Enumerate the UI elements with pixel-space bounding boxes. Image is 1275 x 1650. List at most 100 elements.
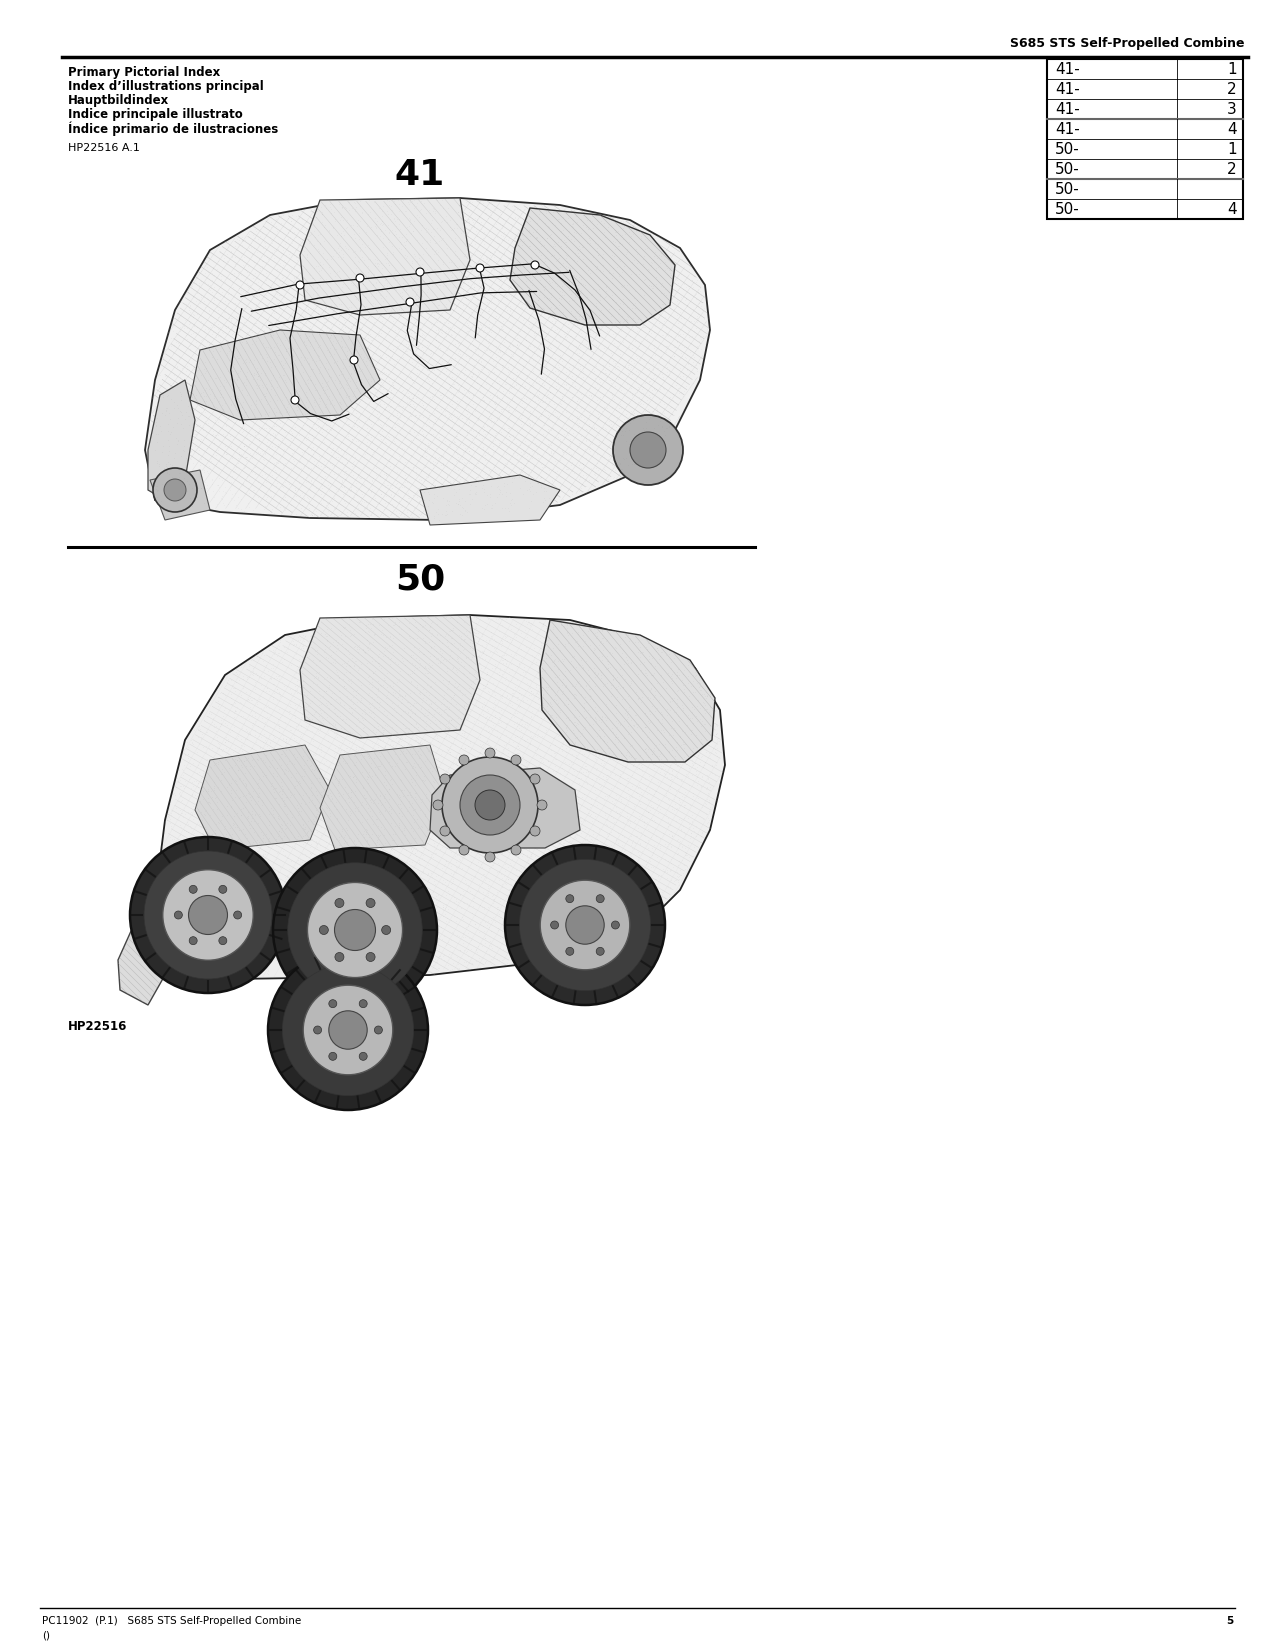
Point [344, 762, 365, 789]
Point [654, 761, 674, 787]
Point [224, 688, 245, 714]
Point [430, 828, 450, 855]
Point [422, 652, 442, 678]
Point [546, 663, 566, 690]
Point [176, 290, 196, 317]
Point [164, 939, 185, 965]
Point [501, 667, 521, 693]
Point [291, 686, 311, 713]
Point [613, 868, 634, 894]
Point [241, 807, 261, 833]
Point [500, 422, 520, 449]
Point [198, 746, 218, 772]
Point [265, 412, 286, 439]
Point [305, 502, 325, 528]
Point [459, 437, 479, 464]
Point [465, 808, 486, 835]
Point [413, 640, 434, 667]
Point [408, 931, 428, 957]
Point [676, 853, 696, 879]
Point [297, 746, 317, 772]
Point [542, 474, 562, 500]
Point [572, 201, 593, 228]
Point [320, 284, 340, 310]
Point [237, 924, 258, 950]
Point [147, 483, 167, 510]
Point [609, 799, 630, 825]
Point [541, 243, 561, 269]
Point [223, 426, 244, 452]
Point [516, 624, 537, 650]
Point [182, 832, 203, 858]
Point [548, 874, 569, 901]
Point [425, 238, 445, 264]
Point [456, 937, 477, 964]
Point [685, 269, 705, 295]
Point [551, 672, 571, 698]
Point [405, 908, 426, 934]
Point [511, 200, 532, 226]
Point [615, 353, 635, 380]
Point [533, 353, 553, 380]
Point [325, 884, 346, 911]
Point [232, 870, 252, 896]
Point [626, 744, 646, 771]
Point [450, 351, 470, 378]
Point [669, 355, 690, 381]
Point [629, 421, 649, 447]
Point [219, 422, 240, 449]
Point [348, 487, 368, 513]
Point [292, 785, 312, 812]
Point [640, 675, 660, 701]
Point [241, 698, 261, 724]
Point [484, 285, 505, 312]
Point [381, 837, 402, 863]
Point [376, 431, 397, 457]
Point [474, 492, 495, 518]
Point [191, 726, 212, 752]
Point [172, 787, 193, 813]
Point [425, 198, 445, 224]
Point [306, 818, 326, 845]
Point [402, 660, 422, 686]
Point [335, 916, 356, 942]
Point [555, 927, 575, 954]
Point [525, 317, 546, 343]
Point [272, 348, 292, 375]
Point [334, 914, 354, 940]
Point [477, 672, 497, 698]
Point [441, 785, 462, 812]
Point [288, 205, 309, 231]
Point [301, 269, 321, 295]
Point [208, 693, 228, 719]
Point [618, 389, 639, 416]
Point [236, 752, 256, 779]
Point [288, 378, 309, 404]
Point [400, 837, 421, 863]
Point [177, 808, 198, 835]
Point [611, 318, 631, 345]
Point [326, 889, 347, 916]
Point [316, 195, 337, 221]
Point [514, 728, 534, 754]
Point [437, 944, 458, 970]
Point [533, 681, 553, 708]
Point [279, 675, 300, 701]
Point [473, 317, 493, 343]
Point [437, 655, 458, 681]
Point [361, 424, 381, 450]
Point [320, 784, 340, 810]
Point [280, 866, 301, 893]
Point [247, 957, 268, 983]
Point [186, 792, 207, 818]
Point [506, 371, 527, 398]
Point [272, 426, 292, 452]
Point [551, 285, 571, 312]
Point [376, 327, 397, 353]
Point [268, 323, 288, 350]
Point [681, 322, 701, 348]
Point [490, 705, 510, 731]
Point [370, 223, 390, 249]
Point [328, 412, 348, 439]
Point [250, 851, 270, 878]
